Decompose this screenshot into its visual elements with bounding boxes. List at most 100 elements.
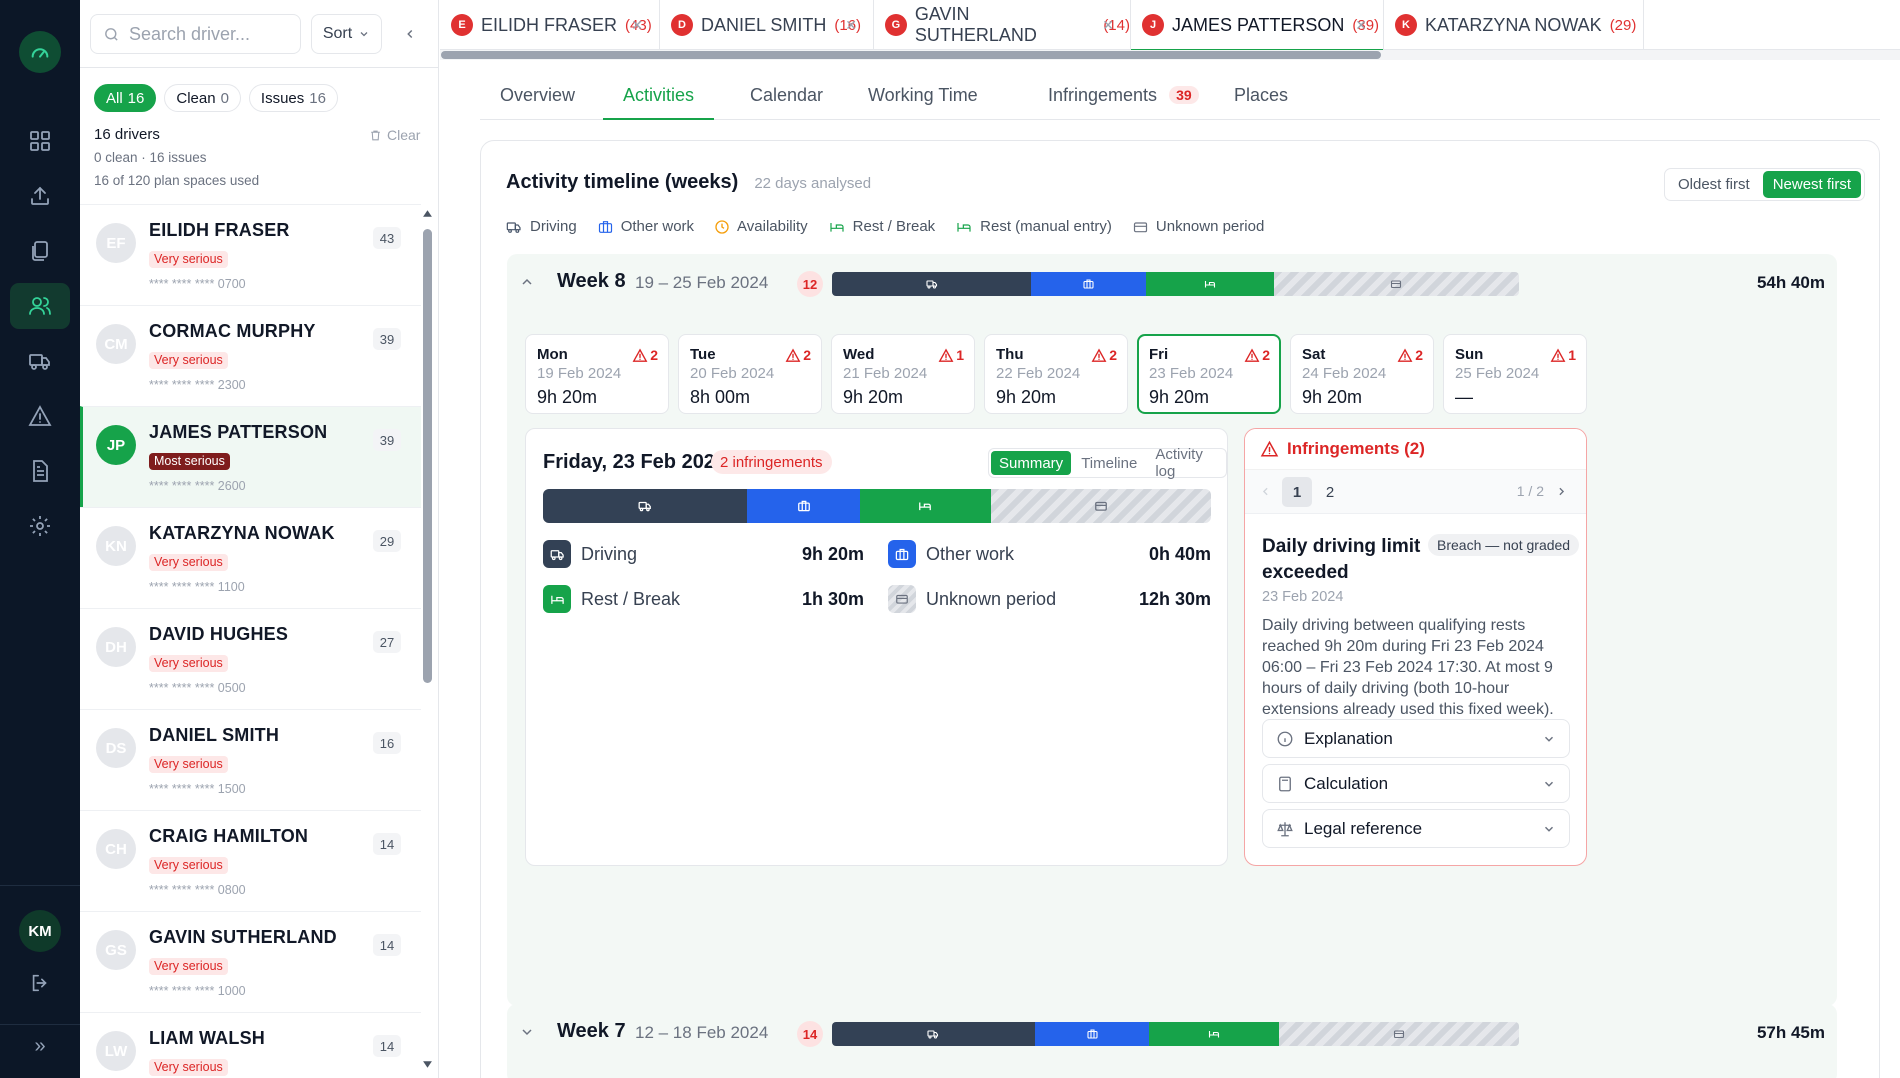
logout-icon[interactable] [10,960,70,1006]
day-infringements-badge: 2 infringements [711,450,832,474]
day-activity-bar [543,489,1211,523]
driver-list-item[interactable]: EF EILIDH FRASER Very serious **** **** … [80,204,421,305]
warning-icon [1550,347,1566,362]
day-card[interactable]: Thu 22 Feb 2024 9h 20m 2 [984,334,1128,414]
day-count-value: 1 [1568,347,1576,363]
chevron-right-icon[interactable] [1555,485,1568,498]
bar-segment-rest [860,489,991,523]
reports-icon[interactable] [10,448,70,494]
bed-icon [543,585,571,613]
driver-tab[interactable]: D DANIEL SMITH (16) ✕ [660,0,874,50]
sort-button[interactable]: Sort [311,14,382,54]
severity-badge: Very serious [149,756,228,773]
driver-list-item[interactable]: DS DANIEL SMITH Very serious **** **** *… [80,709,421,810]
driver-list-item[interactable]: CH CRAIG HAMILTON Very serious **** ****… [80,810,421,911]
search-input[interactable]: Search driver... [90,14,301,54]
alerts-icon[interactable] [10,393,70,439]
page-1-button[interactable]: 1 [1282,477,1312,507]
warning-icon [785,347,801,362]
card-icon [888,585,916,613]
driver-tab[interactable]: J JAMES PATTERSON (39) ✕ [1131,0,1384,51]
vehicles-icon[interactable] [10,338,70,384]
week-infringement-count: 14 [797,1021,823,1047]
day-card[interactable]: Fri 23 Feb 2024 9h 20m 2 [1137,334,1281,414]
driver-list-item[interactable]: LW LIAM WALSH Very serious 14 [80,1012,421,1078]
close-icon[interactable]: ✕ [1102,17,1114,33]
tab-calendar[interactable]: Calendar [750,85,824,105]
logo-icon[interactable] [19,31,61,73]
timeline-view-button[interactable]: Timeline [1081,454,1138,472]
driver-list-item[interactable]: DH DAVID HUGHES Very serious **** **** *… [80,608,421,709]
drivers-icon[interactable] [10,283,70,329]
filter-chips: All 16 Clean 0 Issues 16 [94,84,338,112]
chevron-left-icon [407,29,413,39]
sidebar-scrollbar[interactable] [422,208,432,1070]
activity-log-button[interactable]: Activity log [1155,446,1203,480]
driver-list-item[interactable]: GS GAVIN SUTHERLAND Very serious **** **… [80,911,421,1012]
chevron-up-icon[interactable] [519,274,535,290]
clear-button[interactable]: Clear [369,127,420,143]
day-card[interactable]: Sun 25 Feb 2024 — 1 [1443,334,1587,414]
driver-tab[interactable]: E EILIDH FRASER (43) ✕ [440,0,660,50]
clear-label: Clear [387,127,421,143]
explanation-accordion[interactable]: Explanation [1262,719,1570,758]
page-2-button[interactable]: 2 [1325,483,1335,501]
filter-issues[interactable]: Issues 16 [248,84,338,112]
oldest-first-button[interactable]: Oldest first [1678,176,1750,193]
driver-tab[interactable]: G GAVIN SUTHERLAND (14) ✕ [874,0,1131,50]
infringement-count: 39 [373,429,401,451]
avatar: DH [96,627,136,667]
driver-status-summary: 0 clean · 16 issues [94,150,207,165]
legal-reference-accordion[interactable]: Legal reference [1262,809,1570,848]
chevron-left-icon[interactable] [1259,485,1272,498]
filter-all[interactable]: All 16 [94,84,157,112]
day-card[interactable]: Tue 20 Feb 2024 8h 00m 2 [678,334,822,414]
filter-clean[interactable]: Clean 0 [164,84,241,112]
tab-activities[interactable]: Activities [603,72,715,120]
avatar: DS [96,728,136,768]
activity-legend: Driving Other work Availability Rest / B… [505,218,1264,235]
week-header[interactable]: Week 8 19 – 25 Feb 2024 12 54h 40m [507,254,1837,314]
bed-icon [919,502,932,511]
severity-badge: Very serious [149,958,228,975]
settings-icon[interactable] [10,503,70,549]
week-total: 54h 40m [1756,273,1825,292]
tabs-scrollbar[interactable] [440,50,1900,60]
tab-overview[interactable]: Overview [500,85,576,105]
tab-working-time[interactable]: Working Time [868,85,978,105]
infringement-detail: Daily driving limit exceeded Breach — no… [1245,514,1586,740]
user-avatar[interactable]: KM [19,910,61,952]
day-card[interactable]: Wed 21 Feb 2024 9h 20m 1 [831,334,975,414]
close-icon[interactable]: ✕ [631,17,643,33]
collapse-sidebar-button[interactable] [398,22,422,46]
stat-label: Other work [926,543,1015,564]
close-icon[interactable]: ✕ [845,17,857,33]
day-card[interactable]: Sat 24 Feb 2024 9h 20m 2 [1290,334,1434,414]
day-card[interactable]: Mon 19 Feb 2024 9h 20m 2 [525,334,669,414]
avatar: KN [96,526,136,566]
tab-places[interactable]: Places [1234,85,1289,105]
driver-list-item[interactable]: JP JAMES PATTERSON Most serious **** ***… [80,406,421,507]
briefcase-icon [598,220,612,233]
expand-rail-button[interactable]: » [34,1035,46,1057]
week-header[interactable]: Week 7 12 – 18 Feb 2024 14 57h 45m [507,1004,1837,1064]
newest-first-button[interactable]: Newest first [1762,171,1862,198]
infringement-count: 39 [373,328,401,350]
day-count-value: 2 [1262,347,1270,363]
infringement-count: 14 [373,1035,401,1057]
driver-list-item[interactable]: KN KATARZYNA NOWAK Very serious **** ***… [80,507,421,608]
tab-infringements-label: Infringements [1048,85,1158,105]
upload-icon[interactable] [10,173,70,219]
summary-view-button[interactable]: Summary [991,451,1072,475]
documents-icon[interactable] [10,228,70,274]
driver-list-item[interactable]: CM CORMAC MURPHY Very serious **** **** … [80,305,421,406]
calculation-accordion[interactable]: Calculation [1262,764,1570,803]
search-placeholder: Search driver... [129,23,251,44]
accordion-label: Explanation [1304,728,1393,748]
dashboard-icon[interactable] [10,118,70,164]
driver-tab[interactable]: K KATARZYNA NOWAK (29) [1384,0,1644,50]
tab-infringements[interactable]: Infringements 39 [1028,72,1219,120]
chevron-down-icon[interactable] [519,1024,535,1040]
close-icon[interactable]: ✕ [1355,17,1367,33]
infringement-description: Daily driving between qualifying rests r… [1262,617,1554,718]
